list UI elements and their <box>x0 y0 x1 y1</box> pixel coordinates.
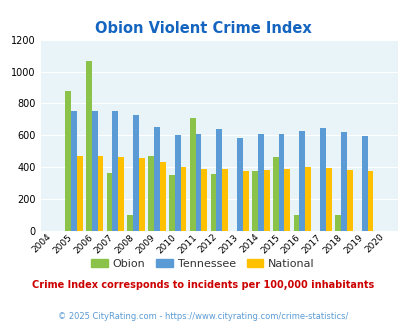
Bar <box>118 157 124 231</box>
Bar <box>334 215 340 231</box>
Bar <box>222 169 227 231</box>
Bar <box>346 170 352 231</box>
Bar <box>133 115 139 231</box>
Bar <box>92 111 97 231</box>
Bar <box>127 215 133 231</box>
Bar <box>86 61 92 231</box>
Bar <box>216 129 222 231</box>
Bar <box>305 167 310 231</box>
Bar <box>272 157 278 231</box>
Bar <box>361 136 367 231</box>
Bar <box>320 128 325 231</box>
Bar <box>340 132 346 231</box>
Bar <box>367 171 373 231</box>
Bar <box>242 171 248 231</box>
Text: Crime Index corresponds to incidents per 100,000 inhabitants: Crime Index corresponds to incidents per… <box>32 280 373 290</box>
Legend: Obion, Tennessee, National: Obion, Tennessee, National <box>87 255 318 274</box>
Bar <box>71 111 77 231</box>
Bar <box>139 158 145 231</box>
Bar <box>325 168 331 231</box>
Bar <box>175 135 180 231</box>
Bar <box>180 167 186 231</box>
Bar <box>237 138 242 231</box>
Bar <box>189 118 195 231</box>
Bar <box>148 156 153 231</box>
Text: © 2025 CityRating.com - https://www.cityrating.com/crime-statistics/: © 2025 CityRating.com - https://www.city… <box>58 312 347 321</box>
Bar <box>97 156 103 231</box>
Bar <box>195 134 201 231</box>
Bar <box>257 134 263 231</box>
Bar <box>278 134 284 231</box>
Bar <box>263 170 269 231</box>
Bar <box>168 175 175 231</box>
Bar <box>153 126 160 231</box>
Bar <box>252 171 257 231</box>
Bar <box>201 169 207 231</box>
Bar <box>293 215 298 231</box>
Bar <box>107 173 112 231</box>
Bar <box>298 130 305 231</box>
Bar <box>77 156 82 231</box>
Bar <box>65 91 71 231</box>
Text: Obion Violent Crime Index: Obion Violent Crime Index <box>94 21 311 36</box>
Bar <box>210 174 216 231</box>
Bar <box>112 111 118 231</box>
Bar <box>284 169 290 231</box>
Bar <box>160 162 165 231</box>
